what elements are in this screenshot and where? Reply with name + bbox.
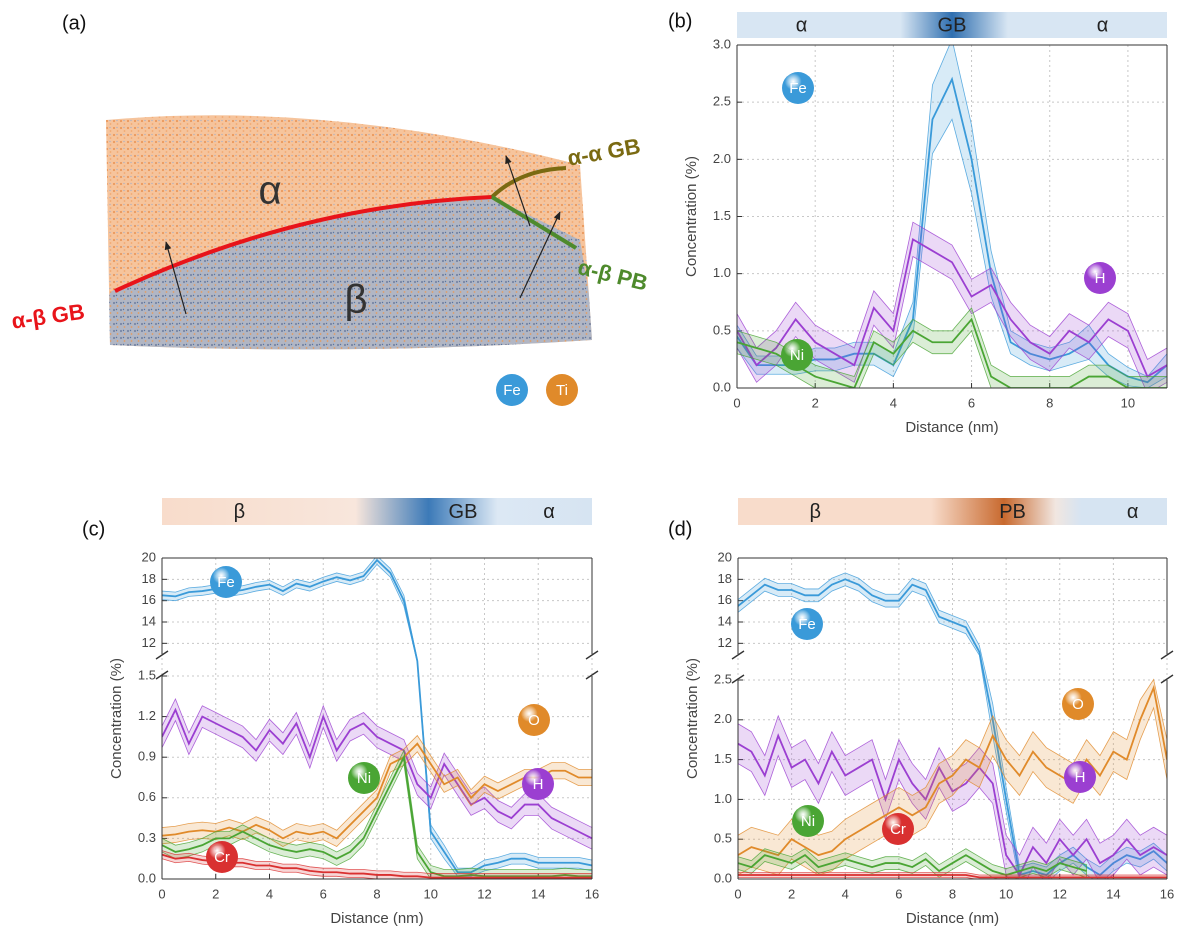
x-tick-label: 2 <box>212 886 219 901</box>
x-tick-label: 4 <box>266 886 273 901</box>
y-axis-label: Concentration (%) <box>108 658 125 779</box>
panel-a: (a) α β α-β GB α-α GB α-β PB Fe Ti <box>10 12 650 406</box>
legend-label: Fe <box>217 574 235 591</box>
chart-panel: (d) β PB α 0.0 0.5 1.0 1.5 2.0 2.5 12 14 16 18 20 0 2 4 6 8… <box>668 498 1174 927</box>
y-tick-label: 0.5 <box>713 322 731 337</box>
y-tick-label: 18 <box>142 571 156 586</box>
y-tick-label: 2.0 <box>713 151 731 166</box>
x-tick-label: 2 <box>812 395 819 410</box>
y-tick-label: 12 <box>142 635 156 650</box>
x-tick-label: 16 <box>1160 886 1174 901</box>
phase-label: GB <box>449 501 478 523</box>
legend-label: Fe <box>798 616 816 633</box>
y-axis-label: Concentration (%) <box>683 156 700 277</box>
x-tick-label: 12 <box>1053 886 1067 901</box>
x-tick-label: 16 <box>585 886 599 901</box>
phase-label: GB <box>938 14 967 36</box>
legend-label: Ni <box>801 813 815 830</box>
x-tick-label: 8 <box>373 886 380 901</box>
y-tick-label: 16 <box>142 592 156 607</box>
panel-label: (a) <box>62 12 86 34</box>
phase-label: β <box>234 501 246 523</box>
y-tick-label: 0.9 <box>138 749 156 764</box>
x-axis-label: Distance (nm) <box>906 910 999 927</box>
legend-label: Cr <box>890 821 906 838</box>
y-tick-label: 0.0 <box>138 870 156 885</box>
y-tick-label: 0.5 <box>714 831 732 846</box>
chart-panel: (b) α GB α 0.0 0.5 1.0 1.5 2.0 2.5 3.0 0 2 4 6 8 10 Dista… <box>668 10 1167 436</box>
x-tick-label: 6 <box>895 886 902 901</box>
legend-label: Cr <box>214 849 230 866</box>
phase-label: α <box>258 169 281 213</box>
y-tick-label: 20 <box>142 549 156 564</box>
x-tick-label: 4 <box>842 886 849 901</box>
phase-label: β <box>809 501 821 523</box>
legend-label: Fe <box>789 80 807 97</box>
phase-label: α <box>796 14 808 36</box>
boundary-label: α-β GB <box>10 299 86 334</box>
x-tick-label: 2 <box>788 886 795 901</box>
y-tick-label: 1.0 <box>714 791 732 806</box>
legend-label: O <box>528 712 540 729</box>
x-tick-label: 10 <box>424 886 438 901</box>
y-tick-label: 14 <box>142 613 156 628</box>
panel-label: (b) <box>668 10 692 32</box>
y-axis-label: Concentration (%) <box>684 658 701 779</box>
phase-bar <box>162 498 592 525</box>
phase-label: PB <box>999 501 1026 523</box>
legend-label: H <box>1075 769 1086 786</box>
x-axis-label: Distance (nm) <box>905 419 998 436</box>
y-tick-label: 2.5 <box>714 671 732 686</box>
y-tick-label: 1.5 <box>714 751 732 766</box>
y-tick-label: 0.0 <box>714 870 732 885</box>
x-tick-label: 10 <box>999 886 1013 901</box>
y-tick-label: 1.0 <box>713 265 731 280</box>
legend-label: H <box>1095 270 1106 287</box>
y-tick-label: 20 <box>718 549 732 564</box>
y-tick-label: 3.0 <box>713 36 731 51</box>
legend-label: Ni <box>790 347 804 364</box>
y-tick-label: 0.0 <box>713 379 731 394</box>
y-tick-label: 2.5 <box>713 94 731 109</box>
phase-label: β <box>344 278 367 322</box>
panel-label: (c) <box>82 518 105 540</box>
y-tick-label: 1.2 <box>138 708 156 723</box>
x-tick-label: 14 <box>531 886 545 901</box>
y-tick-label: 2.0 <box>714 711 732 726</box>
phase-label: α <box>1127 501 1139 523</box>
page: {"panel_a":{"label":"(a)","phases":["α",… <box>0 0 1182 940</box>
x-tick-label: 4 <box>890 395 897 410</box>
legend-label: Ni <box>357 770 371 787</box>
y-tick-label: 12 <box>718 635 732 650</box>
element-label: Ti <box>556 382 568 399</box>
x-tick-label: 0 <box>733 395 740 410</box>
boundary-label: α-α GB <box>566 133 643 170</box>
y-tick-label: 1.5 <box>713 208 731 223</box>
x-tick-label: 6 <box>320 886 327 901</box>
x-tick-label: 10 <box>1121 395 1135 410</box>
y-tick-label: 0.6 <box>138 789 156 804</box>
phase-label: α <box>1097 14 1109 36</box>
x-axis-label: Distance (nm) <box>330 910 423 927</box>
panel-label: (d) <box>668 518 692 540</box>
y-tick-label: 0.3 <box>138 830 156 845</box>
y-tick-label: 16 <box>718 592 732 607</box>
x-tick-label: 6 <box>968 395 975 410</box>
legend-label: H <box>533 776 544 793</box>
x-tick-label: 0 <box>158 886 165 901</box>
chart-panel: (c) β GB α 0.0 0.3 0.6 0.9 1.2 1.5 12 14 16 18 20 0 2 4 6 8… <box>82 498 599 927</box>
x-tick-label: 8 <box>1046 395 1053 410</box>
x-tick-label: 12 <box>477 886 491 901</box>
y-tick-label: 14 <box>718 613 732 628</box>
legend-label: O <box>1072 696 1084 713</box>
phase-label: α <box>543 501 555 523</box>
y-tick-label: 1.5 <box>138 667 156 682</box>
x-tick-label: 0 <box>734 886 741 901</box>
phase-bar <box>738 498 1167 525</box>
y-tick-label: 18 <box>718 571 732 586</box>
x-tick-label: 8 <box>949 886 956 901</box>
figure: (a) α β α-β GB α-α GB α-β PB Fe Ti (b) α G… <box>0 0 1182 940</box>
x-tick-label: 14 <box>1106 886 1120 901</box>
element-label: Fe <box>503 382 521 399</box>
